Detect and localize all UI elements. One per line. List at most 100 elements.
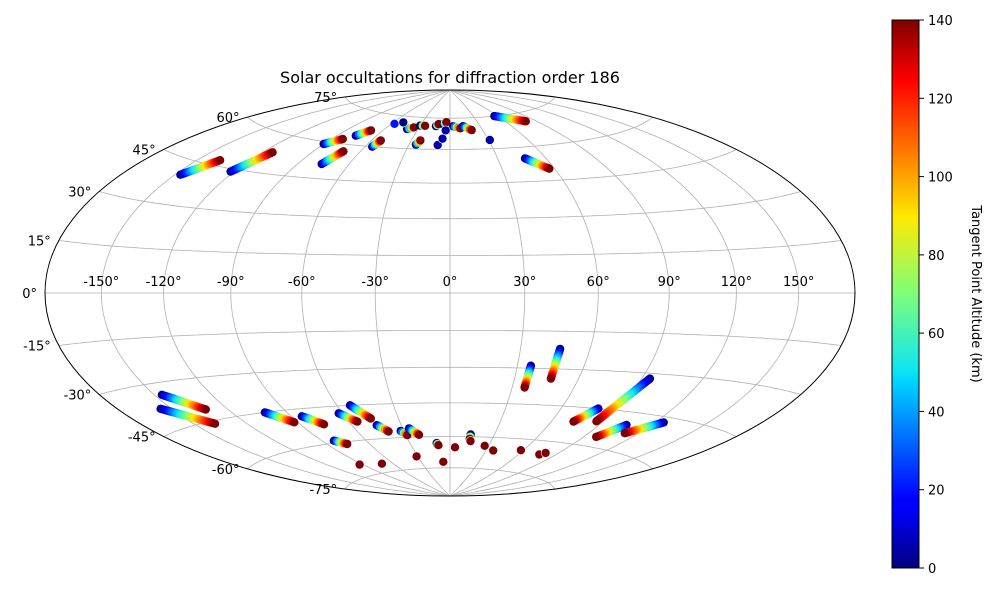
occultation-point bbox=[377, 458, 387, 469]
occultation-point bbox=[465, 436, 476, 446]
occultation-point bbox=[339, 147, 348, 156]
occultation-track bbox=[345, 401, 375, 423]
gridline-lon bbox=[301, 90, 451, 496]
occultation-track bbox=[416, 121, 430, 130]
gridline-lon bbox=[449, 90, 800, 496]
latitude-tick-label: -45° bbox=[128, 431, 156, 446]
gridline-lon bbox=[100, 90, 451, 496]
occultation-point bbox=[319, 420, 329, 429]
occultation-track bbox=[592, 420, 631, 442]
occultation-point bbox=[338, 134, 347, 144]
occultation-track bbox=[319, 134, 347, 149]
occultation-point bbox=[409, 123, 418, 132]
occultation-point bbox=[592, 417, 601, 426]
latitude-tick-label: -30° bbox=[64, 389, 92, 404]
occultation-track bbox=[490, 111, 530, 126]
colorbar-tick-label: 20 bbox=[928, 484, 945, 499]
data-marks bbox=[156, 111, 668, 470]
graticule bbox=[45, 90, 855, 496]
occultation-point bbox=[290, 418, 299, 427]
colorbar: 0 20 40 60 80 100 120 140 Tangent Point Altitud… bbox=[891, 14, 983, 577]
latitude-tick-label: 0° bbox=[22, 287, 37, 302]
longitude-tick-label: 60° bbox=[587, 275, 610, 290]
occultation-track bbox=[432, 438, 443, 450]
occultation-track bbox=[372, 421, 393, 436]
gridline-lon bbox=[449, 90, 737, 496]
occultation-point bbox=[201, 405, 210, 414]
occultation-track bbox=[569, 404, 603, 426]
globe-outline bbox=[44, 89, 856, 497]
occultation-point bbox=[592, 432, 601, 442]
occultation-point bbox=[437, 133, 448, 144]
occultation-track bbox=[334, 409, 362, 426]
occultation-track bbox=[404, 424, 424, 439]
occultation-point bbox=[569, 417, 578, 426]
occultation-track bbox=[592, 374, 655, 426]
occultation-point bbox=[366, 414, 375, 423]
longitude-tick-label: -30° bbox=[361, 275, 389, 290]
occultation-point bbox=[438, 456, 449, 467]
occultation-point bbox=[384, 427, 393, 436]
occultation-track bbox=[520, 154, 554, 173]
occultation-track bbox=[156, 404, 220, 428]
longitude-tick-label: 0° bbox=[443, 275, 458, 290]
occultation-track bbox=[260, 408, 299, 427]
colorbar-tick-label: 120 bbox=[928, 92, 953, 107]
occultation-point bbox=[215, 156, 225, 165]
occultation-track bbox=[176, 156, 225, 179]
latitude-tick-label: -60° bbox=[212, 463, 240, 478]
occultation-point bbox=[440, 125, 451, 136]
longitude-tick-label: 90° bbox=[658, 275, 681, 290]
occultation-track bbox=[546, 344, 565, 383]
longitude-tick-label: -120° bbox=[146, 275, 182, 290]
occultation-point bbox=[545, 164, 554, 173]
occultation-point bbox=[389, 119, 400, 129]
occultation-point bbox=[467, 125, 476, 135]
occultation-track bbox=[157, 390, 210, 414]
colorbar-gradient bbox=[891, 19, 920, 569]
occultation-point bbox=[411, 451, 422, 462]
colorbar-tick-label: 100 bbox=[928, 171, 953, 186]
occultation-point bbox=[620, 429, 629, 438]
occultation-point bbox=[432, 140, 443, 150]
occultation-track bbox=[368, 136, 385, 151]
gridline-lon bbox=[449, 90, 526, 496]
occultation-point bbox=[479, 440, 490, 451]
occultation-point bbox=[366, 126, 376, 135]
latitude-tick-label: -15° bbox=[23, 340, 51, 355]
occultation-point bbox=[376, 136, 385, 145]
occultation-point bbox=[546, 374, 556, 383]
occultation-point bbox=[520, 383, 529, 392]
colorbar-ticks: 0 20 40 60 80 100 120 140 bbox=[919, 14, 953, 577]
colorbar-tick-label: 140 bbox=[928, 14, 953, 29]
colorbar-tick-label: 40 bbox=[928, 405, 945, 420]
latitude-tick-label: 60° bbox=[216, 111, 239, 126]
occultation-point bbox=[442, 118, 451, 127]
longitude-tick-label: 30° bbox=[513, 275, 536, 290]
occultation-point bbox=[450, 442, 460, 453]
occultation-point bbox=[268, 148, 277, 157]
gridline-lon bbox=[163, 90, 451, 496]
occultation-track bbox=[329, 436, 352, 449]
latitude-tick-label: 75° bbox=[314, 91, 337, 106]
occultation-point bbox=[420, 121, 430, 130]
latitude-tick-label: -75° bbox=[309, 483, 337, 498]
longitude-tick-labels: -150° -120° -90° -60° -30° 0° 30° 60° 90° 120° 150… bbox=[83, 275, 814, 290]
latitude-tick-label: 45° bbox=[133, 144, 156, 159]
latitude-tick-label: 30° bbox=[68, 186, 91, 201]
longitude-tick-label: 150° bbox=[783, 275, 814, 290]
occultation-track bbox=[297, 412, 329, 429]
colorbar-tick-label: 80 bbox=[928, 249, 945, 264]
occultation-point bbox=[416, 136, 425, 145]
occultation-track bbox=[458, 122, 476, 135]
occultation-point bbox=[343, 439, 352, 449]
occultation-point bbox=[434, 441, 443, 450]
colorbar-tick-label: 0 bbox=[928, 562, 936, 577]
occultation-track bbox=[520, 361, 536, 392]
occultation-track bbox=[411, 136, 425, 149]
occultation-point bbox=[540, 448, 551, 458]
colorbar-label: Tangent Point Altitude (km) bbox=[968, 204, 983, 382]
longitude-tick-label: 120° bbox=[721, 275, 752, 290]
